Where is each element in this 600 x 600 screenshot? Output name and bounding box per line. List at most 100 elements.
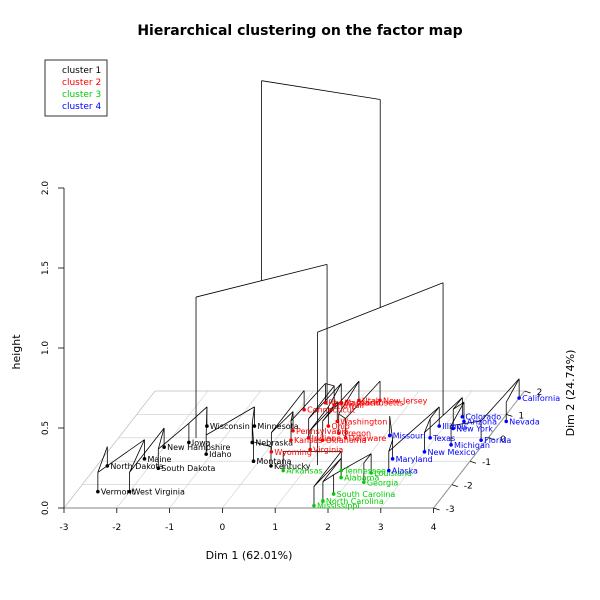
dendrogram-branch xyxy=(313,458,342,487)
dendrogram-branch xyxy=(271,411,294,433)
data-point-label: Tennessee xyxy=(343,467,386,476)
y-tick-label: 2 xyxy=(537,388,543,398)
dendrogram-branch xyxy=(452,397,463,410)
data-point xyxy=(369,471,373,475)
data-point-label: Louisiana xyxy=(374,469,412,478)
data-point-label: Nevada xyxy=(509,417,540,426)
dendrogram-branch xyxy=(313,451,342,487)
y-tick-label: -1 xyxy=(482,458,491,468)
dendrogram-branch xyxy=(158,422,190,450)
data-point xyxy=(142,457,147,461)
x-tick-label: -1 xyxy=(165,523,174,533)
legend-box xyxy=(44,59,108,117)
data-point xyxy=(320,438,325,442)
data-point-label: Utah xyxy=(362,396,381,405)
dendrogram-branch xyxy=(271,390,305,433)
dendrogram-branch xyxy=(363,453,372,464)
data-point-label: Arizona xyxy=(467,417,497,426)
data-point xyxy=(323,400,328,405)
x-tick-label: -2 xyxy=(112,523,121,533)
data-point-label: Alaska xyxy=(392,467,418,476)
data-point-label: Colorado xyxy=(465,413,501,422)
data-point xyxy=(187,440,191,445)
y-tick xyxy=(433,507,440,511)
data-point-label: Minnesota xyxy=(257,422,298,431)
data-point-label: Nebraska xyxy=(255,438,293,447)
dendrogram-branch xyxy=(290,383,326,422)
grid-line-x xyxy=(274,390,367,509)
x-tick-label: 4 xyxy=(431,523,437,533)
dendrogram-branch xyxy=(253,441,272,448)
data-point xyxy=(252,424,257,428)
dendrogram-branch xyxy=(389,416,394,440)
data-point xyxy=(105,464,110,468)
dendrogram-branch xyxy=(205,406,208,435)
dendrogram-branch xyxy=(453,401,465,410)
data-point-label: Washington xyxy=(340,417,387,426)
dendrogram-branch xyxy=(450,420,482,427)
dendrogram-branch xyxy=(338,413,346,419)
z-tick-label: 1.0 xyxy=(41,341,51,356)
data-point xyxy=(437,424,442,428)
data-point-label: Georgia xyxy=(367,478,398,487)
dendrogram-branch xyxy=(251,423,254,443)
data-point xyxy=(331,492,336,496)
dendrogram-branch xyxy=(157,427,165,450)
y-tick xyxy=(488,437,495,441)
data-point xyxy=(339,400,344,405)
dendrogram-branch xyxy=(388,439,394,452)
grid-line-x xyxy=(380,390,473,509)
data-point xyxy=(281,468,286,473)
z-tick-label: 2.0 xyxy=(41,181,51,196)
data-point xyxy=(362,480,366,485)
data-point xyxy=(460,414,465,419)
dendrogram-branch xyxy=(308,385,335,419)
y-axis-title: Dim 2 (24.74%) xyxy=(564,350,577,437)
dendrogram-branch xyxy=(129,427,165,473)
data-point xyxy=(204,452,208,456)
data-point xyxy=(291,428,295,433)
dendrogram-branch xyxy=(450,402,465,426)
grid-line-x xyxy=(116,390,209,509)
data-point-label: Mississippi xyxy=(317,502,360,511)
legend: cluster 1 cluster 2 cluster 3 cluster 4 xyxy=(44,59,108,117)
data-point-label: North Carolina xyxy=(326,497,384,506)
data-point-label: Hawaii xyxy=(337,401,364,410)
dendrogram-branch xyxy=(505,378,520,403)
data-point xyxy=(326,424,331,428)
data-point-label: Maryland xyxy=(396,455,433,464)
legend-entry: cluster 2 xyxy=(62,78,101,88)
z-tick-label: 1.5 xyxy=(41,261,51,275)
data-point-label: Missouri xyxy=(393,431,426,440)
data-point xyxy=(479,438,483,442)
data-point xyxy=(390,457,395,461)
data-point-label: Florida xyxy=(484,436,511,445)
chart-title: Hierarchical clustering on the factor ma… xyxy=(137,23,462,39)
dendrogram-branch xyxy=(338,380,360,415)
z-tick-label: 0.5 xyxy=(41,421,51,435)
dendrogram-branch xyxy=(129,439,145,473)
dendrogram-branch xyxy=(205,406,255,436)
data-point-label: West Virginia xyxy=(133,488,185,497)
data-point xyxy=(289,438,293,442)
data-point xyxy=(378,398,382,403)
grid-line-x xyxy=(169,390,261,509)
z-tick-label: 0.0 xyxy=(41,501,51,516)
data-point xyxy=(312,503,316,508)
legend-entry: cluster 3 xyxy=(62,90,101,100)
dendrogram-branch xyxy=(322,458,342,483)
data-point xyxy=(156,466,161,471)
axes: -3 -2 -1 0 1 2 3 4 -3 -2 -1 0 1 2 0.0 0.5 1.0 1.5 2.0 xyxy=(41,181,542,533)
data-point xyxy=(250,440,255,445)
z-axis-title: height xyxy=(10,334,23,370)
dendrogram-branch xyxy=(309,406,329,431)
dendrogram-branch xyxy=(480,378,520,422)
data-point xyxy=(335,419,340,424)
data-point-label: Vermont xyxy=(101,488,135,497)
grid-line-x xyxy=(327,390,420,509)
data-point xyxy=(462,419,466,424)
y-tick-label: -2 xyxy=(464,482,473,492)
data-point xyxy=(302,407,306,412)
data-point-label: Massachusetts xyxy=(344,399,403,408)
